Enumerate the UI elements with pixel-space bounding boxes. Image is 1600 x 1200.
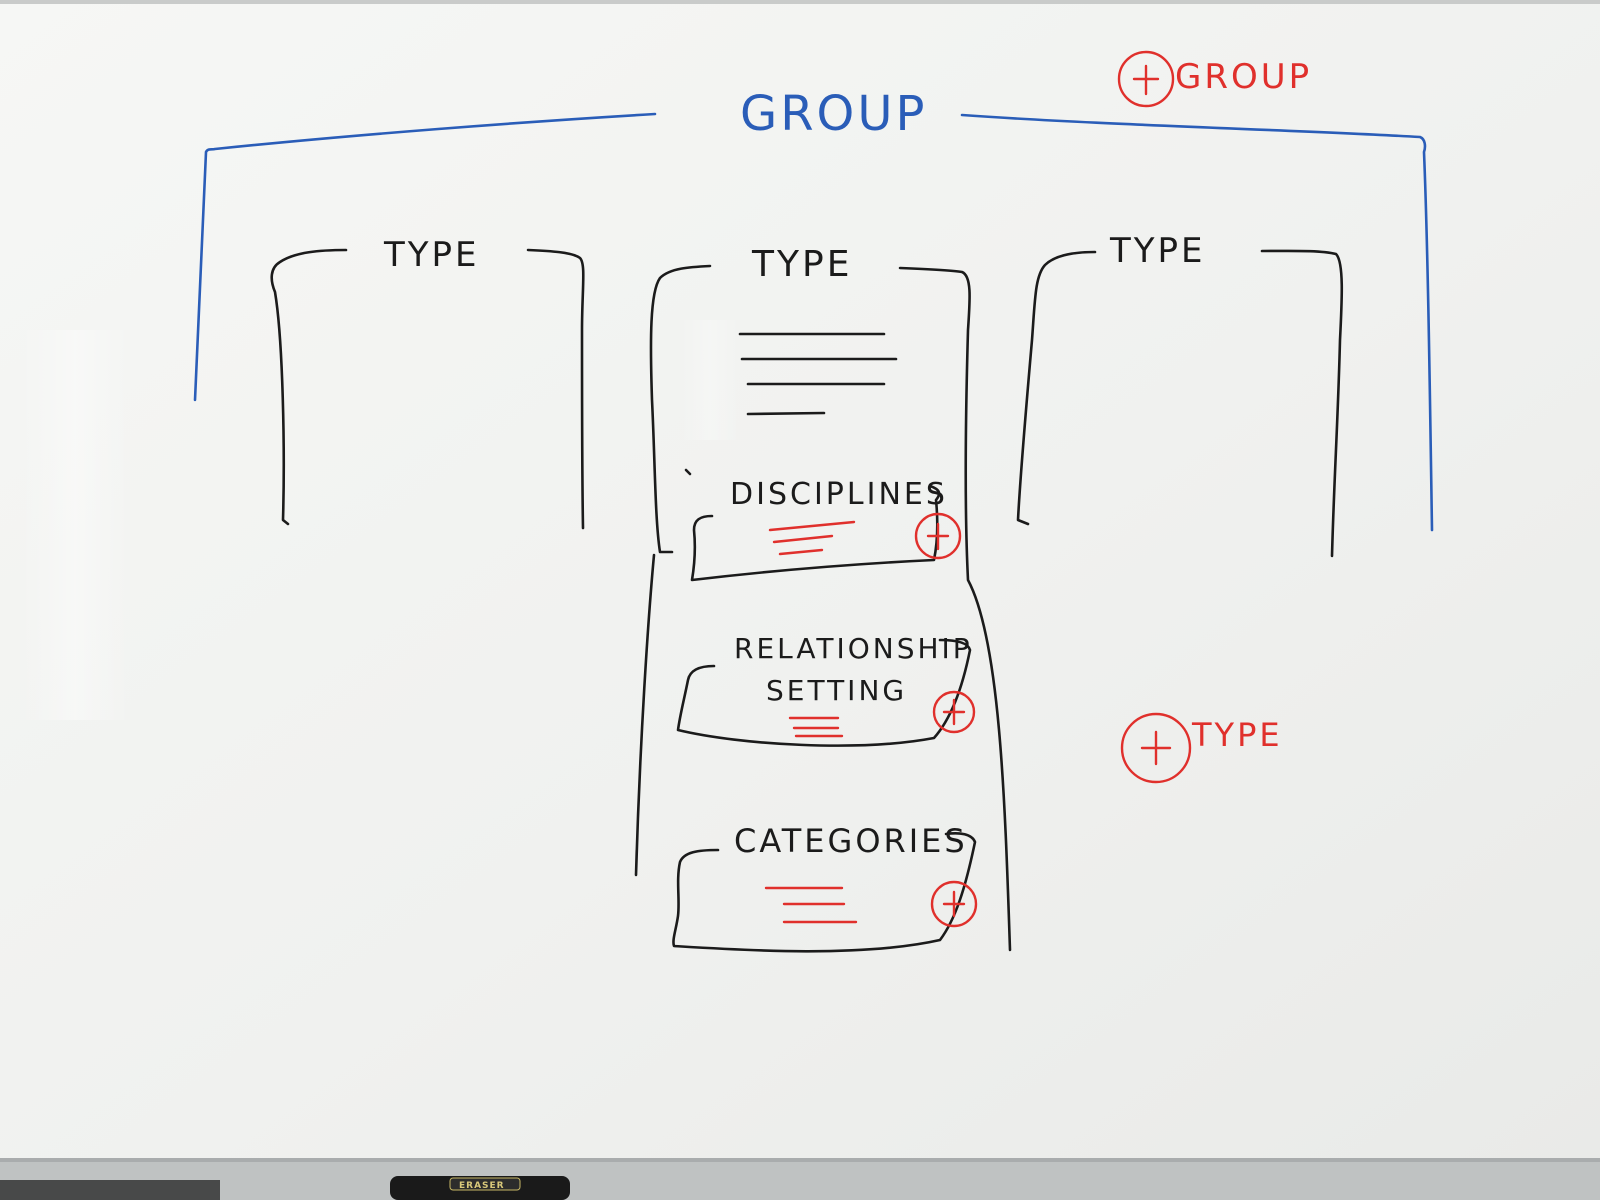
stray-mark xyxy=(684,468,692,476)
column-bracket-right xyxy=(526,248,585,530)
section-box xyxy=(672,831,977,953)
placeholder-line xyxy=(746,411,826,416)
eraser-badge xyxy=(449,1177,521,1191)
group-bracket-left xyxy=(193,112,657,402)
type-column-label: TYPE xyxy=(751,244,852,285)
column-bracket-left xyxy=(270,248,348,526)
plus-icon xyxy=(1132,64,1160,96)
eraser-label: ERASER xyxy=(459,1181,505,1191)
board-surface xyxy=(0,4,1600,1164)
add-type-label: TYPE xyxy=(1191,716,1283,754)
section-disciplines: DISCIPLINES xyxy=(690,477,962,582)
add-group-plus-icon xyxy=(1117,50,1175,108)
column-bracket-right xyxy=(898,266,1012,952)
add-group-label: GROUP xyxy=(1175,57,1312,97)
tray-object xyxy=(0,1180,220,1200)
column-bracket-left xyxy=(649,264,712,554)
content-line xyxy=(772,534,834,544)
section-box xyxy=(676,638,972,747)
group-title: GROUP xyxy=(740,86,927,142)
section-label-line1: RELATIONSHIP xyxy=(734,632,973,665)
section-label-line2: SETTING xyxy=(766,674,907,707)
add-type-button[interactable]: TYPE xyxy=(1120,712,1283,784)
content-line xyxy=(768,520,856,532)
section-label: CATEGORIES xyxy=(734,822,968,860)
plus-icon xyxy=(942,890,966,918)
type-column-2: TYPE DISCIPLINES RELATIONSHIP SETTING xyxy=(634,244,1012,953)
type-column-label: TYPE xyxy=(383,235,480,275)
whiteboard-eraser[interactable]: ERASER xyxy=(390,1176,570,1200)
section-box xyxy=(690,484,941,582)
column-bracket-right xyxy=(1260,249,1344,558)
section-relationship-setting: RELATIONSHIP SETTING xyxy=(676,632,976,747)
glare-reflection xyxy=(680,320,740,440)
tray-edge xyxy=(0,1158,1600,1162)
type-column-label: TYPE xyxy=(1109,231,1206,271)
glare-reflection xyxy=(20,330,130,720)
content-line xyxy=(778,548,824,556)
marker-tray xyxy=(0,1160,1600,1200)
add-category-button[interactable] xyxy=(930,880,978,928)
column-bracket-left xyxy=(1016,250,1097,526)
add-type-plus-icon xyxy=(1120,712,1192,784)
column-bracket-left-lower xyxy=(634,553,656,877)
add-plus-icon xyxy=(914,512,962,560)
type-column-1: TYPE xyxy=(270,235,585,530)
group-bracket-right xyxy=(960,113,1434,532)
section-categories: CATEGORIES xyxy=(672,822,978,953)
plus-icon xyxy=(926,522,950,551)
plus-icon xyxy=(942,698,966,726)
type-column-3: TYPE xyxy=(1016,231,1344,558)
add-discipline-button[interactable] xyxy=(914,512,962,560)
section-label: DISCIPLINES xyxy=(730,477,948,512)
add-group-button[interactable]: GROUP xyxy=(1117,50,1312,108)
add-plus-icon xyxy=(930,880,978,928)
add-relationship-setting-button[interactable] xyxy=(932,690,976,734)
plus-icon xyxy=(1140,730,1172,766)
add-plus-icon xyxy=(932,690,976,734)
